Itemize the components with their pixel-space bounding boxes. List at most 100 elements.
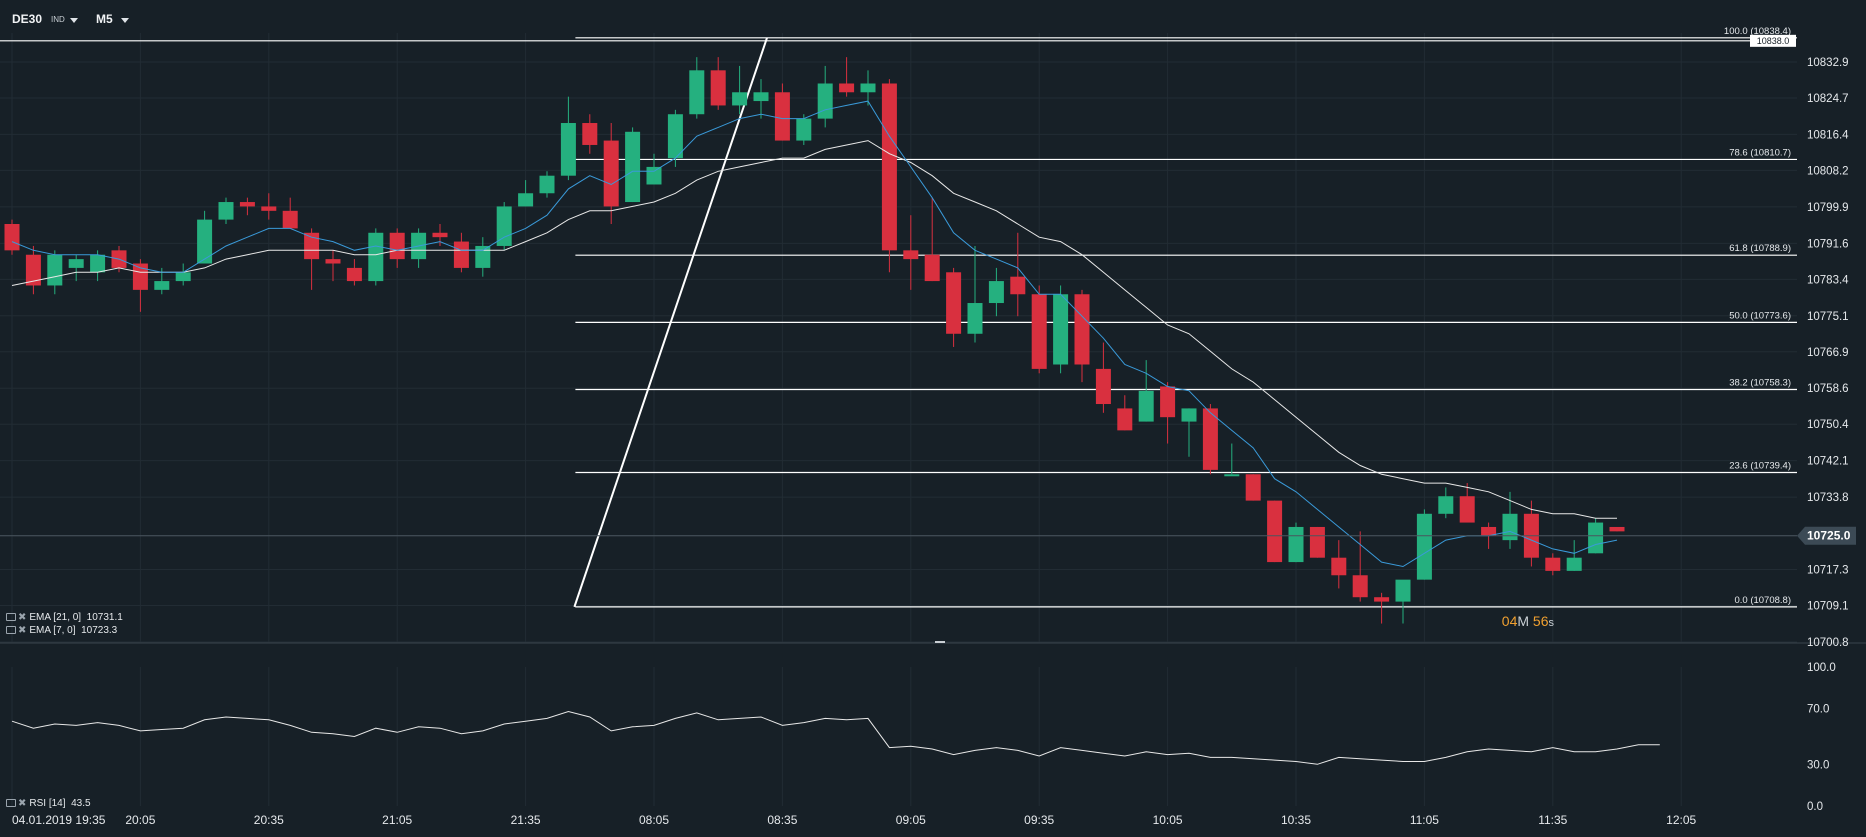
candle-body xyxy=(1438,496,1454,514)
candle-body xyxy=(924,254,940,282)
time-axis[interactable]: 04.01.2019 19:35 20:05 20:35 21:05 21:35 08:0… xyxy=(12,813,1697,827)
price-tick-label: 10700.8 xyxy=(1807,637,1849,649)
candle-body xyxy=(1010,276,1026,295)
candle-body xyxy=(261,206,277,211)
indicator-value: 10731.1 xyxy=(86,612,123,623)
price-tick-label: 10791.6 xyxy=(1807,238,1849,250)
close-icon[interactable]: ✖ xyxy=(18,798,27,809)
chevron-down-icon[interactable] xyxy=(121,18,129,23)
candle-body xyxy=(68,259,84,268)
candle-body xyxy=(1459,496,1475,523)
candle-body xyxy=(1588,522,1604,554)
candle-body xyxy=(1138,390,1154,422)
price-tick-label: 10758.6 xyxy=(1807,383,1849,395)
chevron-down-icon[interactable] xyxy=(70,18,78,23)
price-tick-label: 10717.3 xyxy=(1807,565,1849,577)
candle-body xyxy=(732,92,748,106)
candle-body xyxy=(1566,557,1582,571)
settings-icon[interactable] xyxy=(6,799,16,808)
settings-icon[interactable] xyxy=(6,613,16,622)
candle-body xyxy=(1481,526,1497,536)
timeframe-label[interactable]: M5 xyxy=(96,12,113,26)
rsi-tick-label: 100.0 xyxy=(1807,662,1836,674)
candle-body xyxy=(774,92,790,141)
candle-body xyxy=(1267,500,1283,563)
time-tick-label: 09:05 xyxy=(896,813,926,827)
candle-body xyxy=(325,259,341,264)
indicator-value: 43.5 xyxy=(71,798,91,809)
candle-body xyxy=(304,232,320,260)
high-price-label: 10838.0 xyxy=(1757,36,1790,46)
candle-body xyxy=(1545,557,1561,571)
candle-body xyxy=(1095,368,1111,405)
rsi-panel: 100.0 70.0 30.0 0.0 xyxy=(11,662,1836,813)
fibonacci-retracement[interactable]: 100.0 (10838.4) 78.6 (10810.7) 61.8 (10788… xyxy=(0,26,1797,608)
candle-body xyxy=(175,272,191,282)
price-tick-label: 10709.1 xyxy=(1807,601,1849,613)
candle-countdown: 04M 56s xyxy=(1502,613,1554,629)
candle-body xyxy=(90,254,106,273)
close-icon[interactable]: ✖ xyxy=(18,612,27,623)
price-tick-label: 10799.9 xyxy=(1807,202,1849,214)
candle-body xyxy=(1053,294,1069,365)
candle-body xyxy=(539,175,555,194)
candle-body xyxy=(197,219,213,264)
candle-body xyxy=(903,250,919,260)
time-tick-label: 20:05 xyxy=(125,813,155,827)
fib-level-label: 0.0 (10708.8) xyxy=(1734,595,1791,606)
candle-body xyxy=(753,92,769,102)
rsi-line xyxy=(11,710,1660,765)
ema21-line xyxy=(11,140,1617,519)
candle-body xyxy=(1202,408,1218,470)
candle-body xyxy=(1160,386,1176,418)
time-tick-label: 12:05 xyxy=(1666,813,1696,827)
countdown-minutes-unit: M xyxy=(1517,613,1530,629)
fib-level-label: 23.6 (10739.4) xyxy=(1729,461,1791,472)
candle-body xyxy=(154,281,170,290)
candles xyxy=(4,57,1625,624)
close-icon[interactable]: ✖ xyxy=(18,625,27,636)
candle-body xyxy=(646,166,662,185)
candle-body xyxy=(1395,579,1411,602)
price-axis[interactable]: 10832.9 10824.7 10816.4 10808.2 10799.9 10791… xyxy=(0,34,1856,649)
fib-trend-line[interactable] xyxy=(573,37,768,608)
candle-body xyxy=(239,202,255,207)
candle-body xyxy=(1288,526,1304,563)
candle-body xyxy=(453,241,469,268)
time-tick-label: 21:05 xyxy=(382,813,412,827)
countdown-seconds-unit: s xyxy=(1548,617,1555,629)
indicator-rsi[interactable]: ✖ RSI [14] 43.5 xyxy=(6,798,91,809)
settings-icon[interactable] xyxy=(6,626,16,635)
time-tick-label: 08:05 xyxy=(639,813,669,827)
fib-level-label: 38.2 (10758.3) xyxy=(1729,378,1791,389)
candle-body xyxy=(839,83,855,93)
candle-body xyxy=(475,245,491,268)
candle-body xyxy=(1502,513,1518,541)
candle-body xyxy=(667,114,683,159)
candle-body xyxy=(4,223,20,251)
candle-body xyxy=(1074,294,1090,365)
indicator-label: EMA [7, 0] xyxy=(29,625,76,636)
panel-resize-handle[interactable] xyxy=(935,641,945,643)
price-tick-label: 10824.7 xyxy=(1807,93,1849,105)
time-tick-label: 10:35 xyxy=(1281,813,1311,827)
candle-body xyxy=(1181,408,1197,422)
candle-body xyxy=(625,131,641,203)
fib-level-label: 100.0 (10838.4) xyxy=(1724,26,1791,37)
price-tick-label: 10783.4 xyxy=(1807,274,1849,286)
indicator-ema21[interactable]: ✖ EMA [21, 0] 10731.1 xyxy=(6,612,123,623)
indicator-ema7[interactable]: ✖ EMA [7, 0] 10723.3 xyxy=(6,625,117,636)
indicator-label: EMA [21, 0] xyxy=(29,612,82,623)
time-tick-label: 20:35 xyxy=(254,813,284,827)
candle-body xyxy=(860,83,876,93)
symbol-label[interactable]: DE30 xyxy=(12,12,43,26)
time-tick-label: 04.01.2019 19:35 xyxy=(12,813,106,827)
price-tick-label: 10766.9 xyxy=(1807,347,1849,359)
rsi-tick-label: 30.0 xyxy=(1807,759,1829,771)
rsi-tick-label: 0.0 xyxy=(1807,801,1823,813)
countdown-seconds: 56 xyxy=(1532,613,1549,629)
symbol-type-badge: IND xyxy=(51,15,65,24)
fib-level-label: 78.6 (10810.7) xyxy=(1729,147,1791,158)
candle-body xyxy=(603,140,619,207)
